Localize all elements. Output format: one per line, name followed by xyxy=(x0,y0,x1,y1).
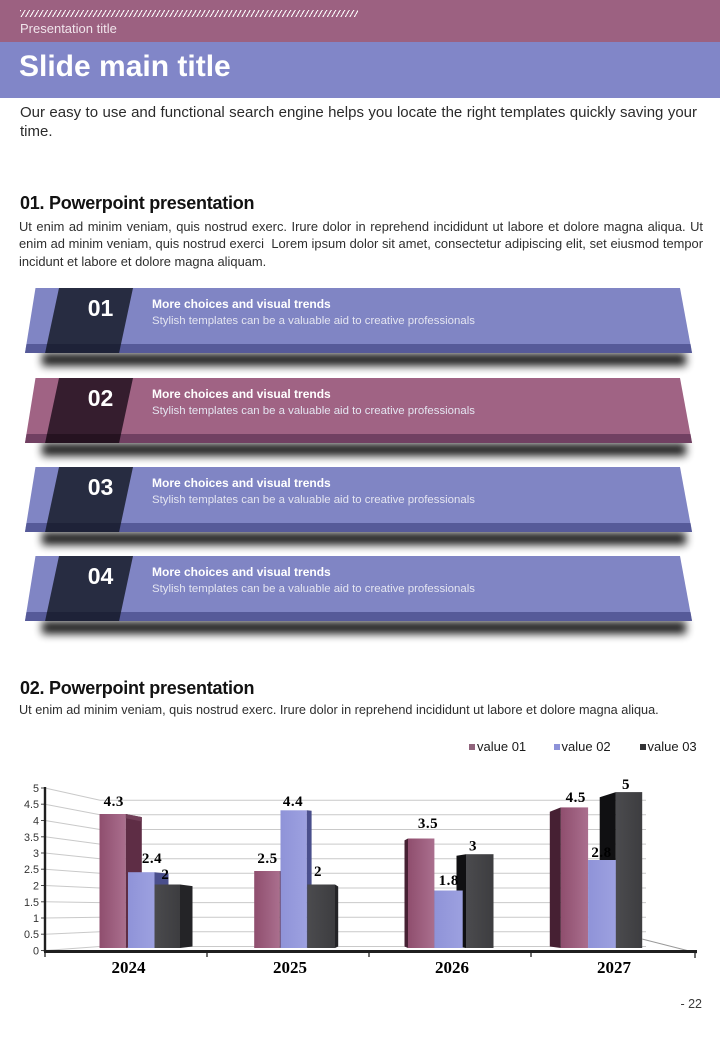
svg-text:3: 3 xyxy=(469,839,477,855)
svg-text:2026: 2026 xyxy=(435,958,469,977)
svg-text:0: 0 xyxy=(33,946,39,958)
svg-text:2: 2 xyxy=(161,867,169,883)
svg-text:5: 5 xyxy=(33,783,39,795)
svg-text:1.8: 1.8 xyxy=(439,873,459,889)
svg-text:2.5: 2.5 xyxy=(24,864,39,876)
svg-text:1: 1 xyxy=(33,913,39,925)
svg-text:4.5: 4.5 xyxy=(566,790,586,806)
svg-text:2025: 2025 xyxy=(273,958,307,977)
svg-text:2024: 2024 xyxy=(112,958,147,977)
svg-text:2: 2 xyxy=(314,864,322,880)
svg-text:2.8: 2.8 xyxy=(591,845,611,861)
svg-text:4: 4 xyxy=(33,816,39,828)
svg-text:4.3: 4.3 xyxy=(104,794,124,810)
svg-text:3.5: 3.5 xyxy=(24,832,39,844)
svg-text:0.5: 0.5 xyxy=(24,929,39,941)
svg-text:4.5: 4.5 xyxy=(24,799,39,811)
svg-text:5: 5 xyxy=(622,777,630,793)
svg-text:2.4: 2.4 xyxy=(142,851,162,867)
svg-text:1.5: 1.5 xyxy=(24,897,39,909)
svg-text:4.4: 4.4 xyxy=(283,794,303,810)
svg-text:3.5: 3.5 xyxy=(418,816,438,832)
svg-text:3: 3 xyxy=(33,848,39,860)
svg-text:2027: 2027 xyxy=(597,958,632,977)
svg-text:2: 2 xyxy=(33,881,39,893)
svg-text:2.5: 2.5 xyxy=(257,851,277,867)
